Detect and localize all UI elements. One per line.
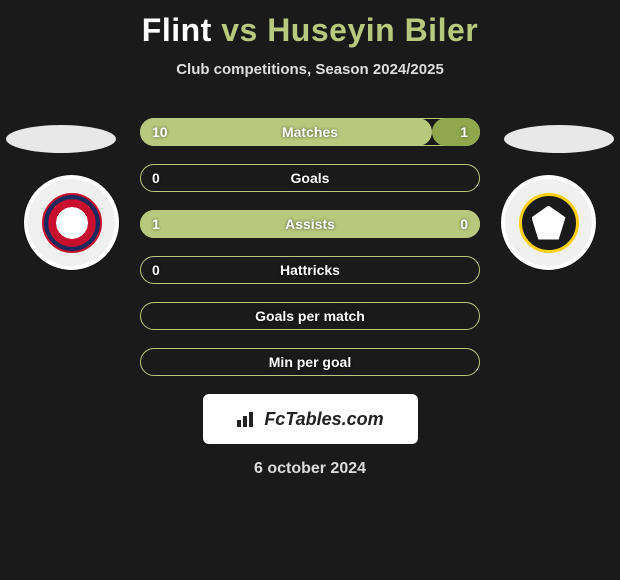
crawley-crest-icon bbox=[42, 193, 102, 253]
player2-portrait-placeholder bbox=[504, 125, 614, 153]
stat-value-left: 0 bbox=[152, 262, 160, 278]
stat-bar: Goals0 bbox=[140, 164, 480, 192]
comparison-title: Flint vs Huseyin Biler bbox=[0, 0, 620, 49]
vs-separator: vs bbox=[221, 12, 258, 48]
player1-name: Flint bbox=[142, 12, 212, 48]
stat-bar: Assists1 0 bbox=[140, 210, 480, 238]
stats-comparison-area: Matches101Goals0Assists10Hattricks0Goals… bbox=[140, 118, 480, 376]
watermark-text: FcTables.com bbox=[264, 409, 383, 430]
stat-label: Goals per match bbox=[140, 308, 480, 324]
fctables-watermark: FcTables.com bbox=[203, 394, 418, 444]
competition-subtitle: Club competitions, Season 2024/2025 bbox=[0, 61, 620, 78]
stat-bar: Goals per match bbox=[140, 302, 480, 330]
player2-name: Huseyin Biler bbox=[267, 12, 478, 48]
stat-bar: Matches10 1 bbox=[140, 118, 480, 146]
afc-wimbledon-crest-icon bbox=[519, 193, 579, 253]
stat-label: Matches bbox=[140, 124, 480, 140]
stat-value-left: 10 bbox=[152, 124, 168, 140]
stat-label: Min per goal bbox=[140, 354, 480, 370]
stat-value-left: 0 bbox=[152, 170, 160, 186]
bar-chart-icon bbox=[236, 410, 258, 428]
stat-bar: Min per goal bbox=[140, 348, 480, 376]
stat-value-right: 1 bbox=[460, 124, 468, 140]
player2-club-badge bbox=[501, 175, 596, 270]
stat-value-left: 1 bbox=[152, 216, 160, 232]
stat-label: Hattricks bbox=[140, 262, 480, 278]
stat-bar: Hattricks0 bbox=[140, 256, 480, 284]
player1-portrait-placeholder bbox=[6, 125, 116, 153]
stat-label: Assists bbox=[140, 216, 480, 232]
stat-label: Goals bbox=[140, 170, 480, 186]
player1-club-badge bbox=[24, 175, 119, 270]
stat-value-right: 0 bbox=[460, 216, 468, 232]
snapshot-date: 6 october 2024 bbox=[0, 460, 620, 478]
